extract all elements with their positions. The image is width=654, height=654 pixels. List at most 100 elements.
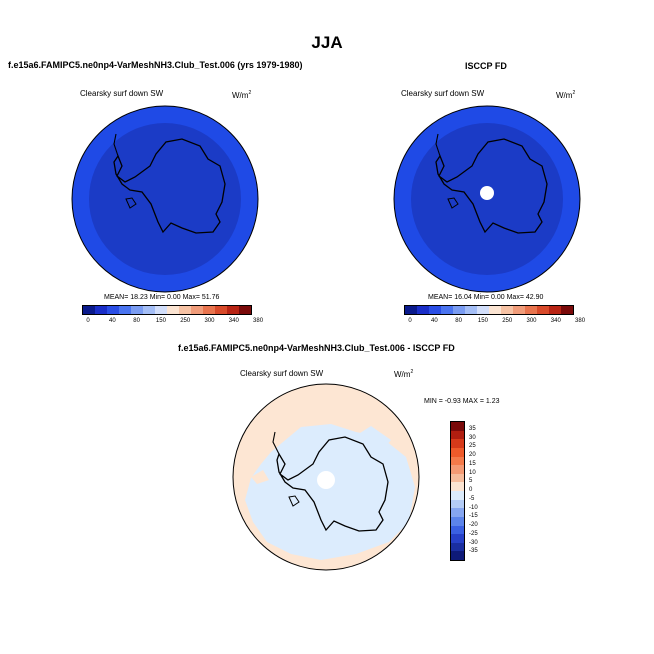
colorbar-swatch bbox=[451, 542, 464, 552]
colorbar-tick-label: 0 bbox=[469, 487, 473, 493]
colorbar-tick-label: 5 bbox=[469, 478, 473, 485]
colorbar-tick-label: 380 bbox=[253, 318, 264, 324]
bottom-units: W/m2 bbox=[394, 369, 414, 379]
colorbar-swatch bbox=[453, 306, 465, 314]
colorbar-swatch bbox=[143, 306, 155, 314]
left-antarctic-peninsula bbox=[113, 133, 119, 157]
colorbar-swatch bbox=[179, 306, 191, 314]
left-variable-label: Clearsky surf down SW bbox=[80, 89, 164, 98]
diff-antarctica-coastline bbox=[276, 436, 389, 532]
diff-pole-missing-data bbox=[317, 471, 335, 489]
right-colorbar bbox=[404, 305, 574, 315]
colorbar-swatch bbox=[417, 306, 429, 314]
left-stats: MEAN= 18.23 Min= 0.00 Max= 51.76 bbox=[104, 294, 220, 301]
left-polar-map bbox=[71, 105, 259, 293]
bottom-minmax: MIN = -0.93 MAX = 1.23 bbox=[424, 398, 500, 405]
colorbar-tick-label: -20 bbox=[469, 522, 478, 528]
colorbar-tick-label: 0 bbox=[86, 318, 90, 324]
colorbar-tick-label: 30 bbox=[469, 434, 476, 441]
colorbar-swatch bbox=[451, 534, 464, 543]
colorbar-tick-label: -30 bbox=[469, 539, 478, 546]
colorbar-swatch bbox=[451, 551, 464, 560]
colorbar-tick-label: 300 bbox=[204, 318, 215, 324]
colorbar-swatch bbox=[119, 306, 131, 314]
colorbar-swatch bbox=[537, 306, 549, 314]
colorbar-swatch bbox=[513, 306, 525, 314]
bottom-panel-title: f.e15a6.FAMIPC5.ne0np4-VarMeshNH3.Club_T… bbox=[178, 343, 455, 353]
colorbar-tick-label: 380 bbox=[575, 318, 586, 324]
colorbar-tick-label: 40 bbox=[431, 318, 438, 324]
colorbar-swatch bbox=[451, 439, 464, 448]
diff-coast-detail bbox=[288, 495, 300, 507]
right-coast-detail bbox=[447, 197, 459, 209]
right-stats: MEAN= 16.04 Min= 0.00 Max= 42.90 bbox=[428, 294, 544, 301]
colorbar-swatch bbox=[131, 306, 143, 314]
right-polar-map bbox=[393, 105, 581, 293]
right-units: W/m2 bbox=[556, 90, 576, 100]
colorbar-swatch bbox=[451, 525, 464, 535]
colorbar-tick-label: 150 bbox=[155, 318, 166, 324]
colorbar-tick-label: 80 bbox=[455, 318, 462, 324]
colorbar-swatch bbox=[451, 482, 464, 491]
colorbar-tick-label: 80 bbox=[133, 318, 140, 324]
colorbar-swatch bbox=[405, 306, 417, 314]
left-panel-title: f.e15a6.FAMIPC5.ne0np4-VarMeshNH3.Club_T… bbox=[8, 60, 303, 70]
colorbar-swatch bbox=[561, 306, 573, 314]
difference-polar-map bbox=[232, 383, 420, 571]
colorbar-tick-label: -35 bbox=[469, 548, 478, 555]
colorbar-tick-label: 25 bbox=[469, 443, 476, 450]
right-antarctic-peninsula bbox=[435, 133, 441, 157]
colorbar-tick-label: -10 bbox=[469, 504, 478, 511]
left-colorbar bbox=[82, 305, 252, 315]
colorbar-swatch bbox=[525, 306, 537, 314]
colorbar-swatch bbox=[441, 306, 453, 314]
colorbar-swatch bbox=[191, 306, 203, 314]
colorbar-tick-label: 40 bbox=[109, 318, 116, 324]
diff-antarctic-peninsula bbox=[272, 431, 280, 455]
colorbar-tick-label: -15 bbox=[469, 513, 478, 520]
colorbar-swatch bbox=[203, 306, 215, 314]
colorbar-tick-label: 340 bbox=[550, 318, 561, 324]
difference-colorbar-labels: 35 30 25 20 15 10 5 0 -5 -10 -15 -20 -25 -30 -35 bbox=[469, 421, 509, 561]
diff-blue-lobe bbox=[346, 426, 391, 452]
colorbar-tick-label: 300 bbox=[526, 318, 537, 324]
colorbar-swatch bbox=[83, 306, 95, 314]
colorbar-tick-label: -5 bbox=[469, 495, 475, 502]
colorbar-swatch bbox=[451, 516, 464, 526]
left-units: W/m2 bbox=[232, 90, 252, 100]
colorbar-swatch bbox=[451, 422, 464, 431]
colorbar-swatch bbox=[107, 306, 119, 314]
colorbar-swatch bbox=[451, 456, 464, 466]
left-coast-detail bbox=[125, 197, 137, 209]
colorbar-swatch bbox=[451, 465, 464, 474]
diff-map-border bbox=[232, 383, 420, 571]
colorbar-tick-label: 150 bbox=[477, 318, 488, 324]
colorbar-swatch bbox=[239, 306, 251, 314]
colorbar-swatch bbox=[167, 306, 179, 314]
colorbar-swatch bbox=[549, 306, 561, 314]
colorbar-swatch bbox=[227, 306, 239, 314]
colorbar-tick-label: 35 bbox=[469, 425, 476, 432]
main-title: JJA bbox=[311, 33, 343, 52]
colorbar-tick-label: -25 bbox=[469, 530, 478, 537]
left-antarctica-coastline bbox=[113, 138, 226, 234]
difference-colorbar bbox=[450, 421, 465, 561]
colorbar-swatch bbox=[465, 306, 477, 314]
colorbar-swatch bbox=[95, 306, 107, 314]
colorbar-swatch bbox=[451, 508, 464, 517]
colorbar-swatch bbox=[429, 306, 441, 314]
colorbar-swatch bbox=[477, 306, 489, 314]
bottom-variable-label: Clearsky surf down SW bbox=[240, 369, 324, 378]
colorbar-swatch bbox=[489, 306, 501, 314]
colorbar-tick-label: 20 bbox=[469, 452, 476, 458]
diff-peach-island bbox=[251, 470, 269, 484]
right-pole-missing-data bbox=[480, 186, 494, 200]
colorbar-tick-label: 15 bbox=[469, 460, 476, 467]
colorbar-swatch bbox=[501, 306, 513, 314]
right-panel-title: ISCCP FD bbox=[465, 61, 507, 71]
left-colorbar-labels: 0 40 80 150 250 300 340 380 bbox=[82, 318, 263, 328]
colorbar-tick-label: 250 bbox=[502, 318, 513, 324]
colorbar-tick-label: 250 bbox=[180, 318, 191, 324]
colorbar-swatch bbox=[451, 491, 464, 500]
colorbar-swatch bbox=[155, 306, 167, 314]
